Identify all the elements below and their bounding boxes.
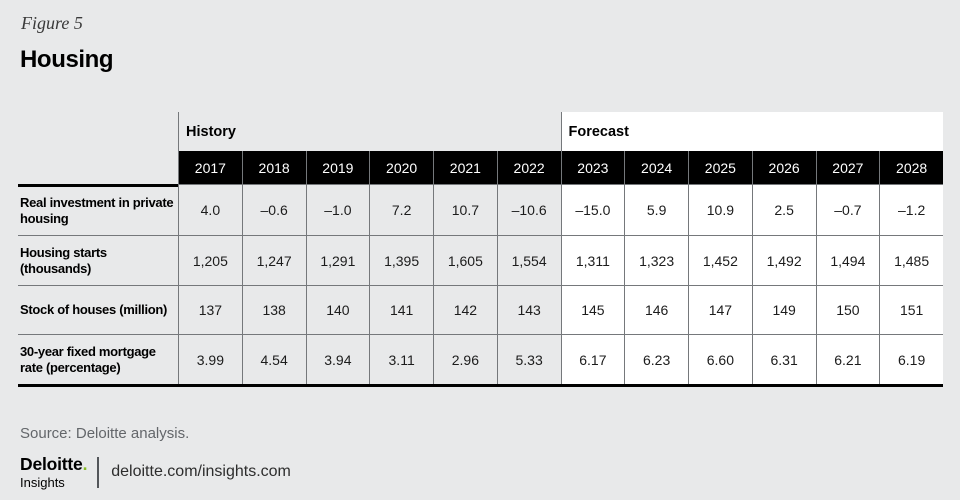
table-cell-history: 1,205 <box>178 235 242 285</box>
table-cell-forecast: 5.9 <box>624 184 688 235</box>
table-cell-forecast: 151 <box>879 285 943 334</box>
table-cell-history: –0.6 <box>241 184 306 235</box>
table-cell-history: 5.33 <box>496 334 561 384</box>
table-cell-forecast: 146 <box>624 285 688 334</box>
row-label: Stock of houses (million) <box>18 285 178 334</box>
table-cell-history: 4.54 <box>241 334 306 384</box>
table-cell-forecast: 6.31 <box>751 334 816 384</box>
table-cell-forecast: 6.60 <box>688 334 752 384</box>
year-header: 2021 <box>433 151 497 184</box>
year-header: 2025 <box>688 151 752 184</box>
logo-green-dot: . <box>82 454 88 474</box>
year-header: 2027 <box>815 151 880 184</box>
table-cell-forecast: 1,323 <box>624 235 688 285</box>
table-cell-history: 2.96 <box>433 334 497 384</box>
row-label: Housing starts (thousands) <box>18 235 178 285</box>
table-cell-forecast: 1,494 <box>815 235 880 285</box>
history-section-label: History <box>178 112 561 151</box>
table-cell-forecast: –1.2 <box>879 184 943 235</box>
footer-url: deloitte.com/insights.com <box>111 463 291 481</box>
table-cell-forecast: 6.17 <box>560 334 625 384</box>
table-cell-history: 143 <box>496 285 561 334</box>
year-header: 2019 <box>305 151 370 184</box>
source-note: Source: Deloitte analysis. <box>20 425 190 442</box>
table-cell-forecast: 6.21 <box>815 334 880 384</box>
row-label: Real investment in private housing <box>18 184 178 235</box>
table-cell-history: 10.7 <box>433 184 497 235</box>
year-header: 2026 <box>751 151 816 184</box>
table-cell-history: 137 <box>178 285 242 334</box>
logo-deloitte-text: Deloitte <box>20 454 83 474</box>
table-corner <box>18 112 178 151</box>
table-cell-history: –10.6 <box>496 184 561 235</box>
row-label: 30-year fixed mortgage rate (percentage) <box>18 334 178 384</box>
table-cell-history: 141 <box>369 285 433 334</box>
table-cell-history: 3.11 <box>369 334 433 384</box>
table-cell-forecast: 1,485 <box>879 235 943 285</box>
year-header: 2023 <box>560 151 625 184</box>
table-cell-history: 1,247 <box>241 235 306 285</box>
table-cell-history: 1,395 <box>369 235 433 285</box>
table-cell-forecast: 145 <box>560 285 625 334</box>
table-cell-forecast: –0.7 <box>815 184 880 235</box>
year-header: 2022 <box>496 151 561 184</box>
table-cell-forecast: 2.5 <box>751 184 816 235</box>
table-cell-forecast: 10.9 <box>688 184 752 235</box>
forecast-section-label: Forecast <box>560 112 943 151</box>
year-header: 2028 <box>879 151 943 184</box>
housing-table: History Forecast 2017 2018 2019 2020 2021 2022 2… <box>18 112 943 387</box>
year-header: 2024 <box>624 151 688 184</box>
footer-divider <box>97 456 100 488</box>
table-cell-history: 3.99 <box>178 334 242 384</box>
table-cell-history: 140 <box>305 285 370 334</box>
table-cell-forecast: 149 <box>751 285 816 334</box>
table-cell-history: 1,554 <box>496 235 561 285</box>
table-cell-history: 3.94 <box>305 334 370 384</box>
table-cell-history: 138 <box>241 285 306 334</box>
year-header: 2020 <box>369 151 433 184</box>
table-cell-history: 1,291 <box>305 235 370 285</box>
table-cell-history: 142 <box>433 285 497 334</box>
table-cell-forecast: 147 <box>688 285 752 334</box>
logo-insights-text: Insights <box>20 474 65 490</box>
year-header: 2018 <box>241 151 306 184</box>
table-cell-forecast: 6.23 <box>624 334 688 384</box>
deloitte-insights-logo: Deloitte. Insights <box>20 454 88 490</box>
table-cell-history: 1,605 <box>433 235 497 285</box>
table-cell-forecast: 1,452 <box>688 235 752 285</box>
table-cell-forecast: 150 <box>815 285 880 334</box>
table-corner <box>18 151 178 184</box>
footer: Deloitte. Insights deloitte.com/insights… <box>20 454 291 490</box>
year-header: 2017 <box>178 151 242 184</box>
figure-label: Figure 5 <box>21 13 83 33</box>
table-cell-history: 7.2 <box>369 184 433 235</box>
table-cell-forecast: 6.19 <box>879 334 943 384</box>
table-cell-forecast: –15.0 <box>560 184 625 235</box>
table-cell-history: –1.0 <box>305 184 370 235</box>
figure-title: Housing <box>20 46 114 73</box>
table-cell-forecast: 1,311 <box>560 235 625 285</box>
table-cell-forecast: 1,492 <box>751 235 816 285</box>
logo-wordmark: Deloitte. <box>20 454 88 474</box>
table-cell-history: 4.0 <box>178 184 242 235</box>
